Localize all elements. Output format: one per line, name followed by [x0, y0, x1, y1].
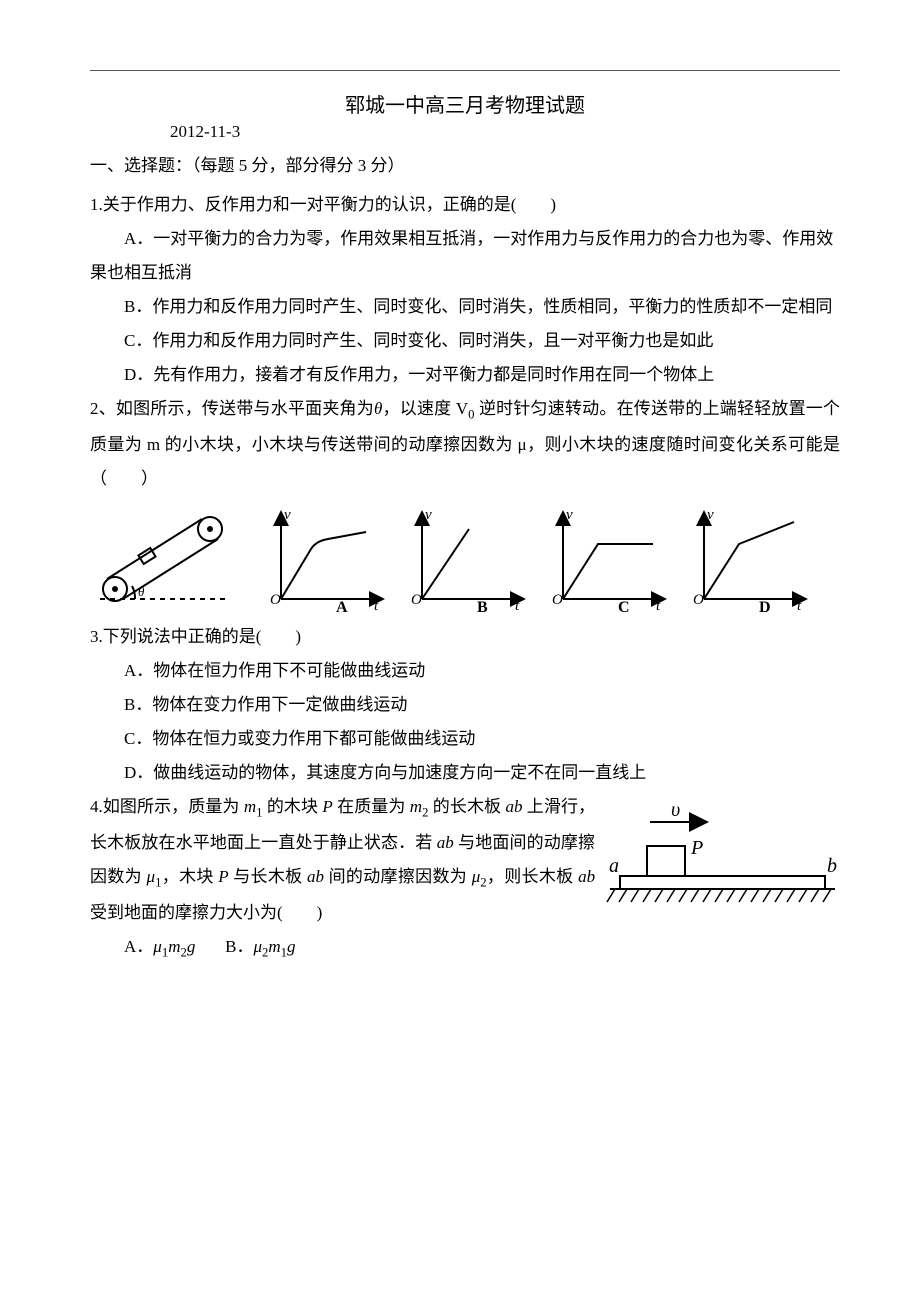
q1-option-a: A．一对平衡力的合力为零，作用效果相互抵消，一对作用力与反作用力的合力也为零、作… — [90, 222, 840, 290]
q4-txt: 与长木板 — [229, 867, 307, 886]
q4-txt: 的木块 — [262, 797, 322, 816]
svg-text:θ: θ — [138, 584, 145, 599]
q3-option-a: A．物体在恒力作用下不可能做曲线运动 — [90, 654, 840, 688]
q3-option-c: C．物体在恒力或变力作用下都可能做曲线运动 — [90, 722, 840, 756]
graph-b-label: B — [477, 599, 488, 614]
exam-page: 郓城一中高三月考物理试题 2012-11-3 一、选择题：（每题 5 分，部分得… — [0, 0, 920, 1302]
q1-option-b: B．作用力和反作用力同时产生、同时变化、同时消失，性质相同，平衡力的性质却不一定… — [90, 290, 840, 324]
svg-text:t: t — [374, 598, 379, 614]
graph-d-icon: O v t D — [679, 504, 814, 614]
q4-txt: 间的动摩擦因数为 — [324, 867, 472, 886]
q4-figure: υ P a b — [605, 794, 840, 919]
mu: μ — [253, 937, 262, 956]
plank-a-label: a — [609, 855, 619, 877]
svg-text:t: t — [515, 598, 520, 614]
svg-text:O: O — [270, 592, 281, 608]
svg-text:v: v — [566, 507, 573, 523]
q4-txt: 4.如图所示，质量为 — [90, 797, 244, 816]
q4-txt: ，木块 — [161, 867, 218, 886]
velocity-label: υ — [671, 799, 680, 821]
svg-text:v: v — [284, 507, 291, 523]
block-p-label: P — [690, 837, 703, 859]
svg-text:O: O — [552, 592, 563, 608]
block-on-plank-icon: υ P a b — [605, 794, 840, 914]
m: m — [268, 937, 280, 956]
q2-stem: 2、如图所示，传送带与水平面夹角为θ，以速度 V0 逆时针匀速转动。在传送带的上… — [90, 392, 840, 496]
graph-b-icon: O v t B — [397, 504, 532, 614]
graph-c-label: C — [618, 599, 630, 614]
mu: μ — [153, 937, 162, 956]
q3-option-b: B．物体在变力作用下一定做曲线运动 — [90, 688, 840, 722]
q1-option-c: C．作用力和反作用力同时产生、同时变化、同时消失，且一对平衡力也是如此 — [90, 324, 840, 358]
q1-option-d: D．先有作用力，接着才有反作用力，一对平衡力都是同时作用在同一个物体上 — [90, 358, 840, 392]
q2-stem-a: 2、如图所示，传送带与水平面夹角为 — [90, 399, 374, 418]
graph-a-icon: O v t A — [256, 504, 391, 614]
q4-a-pre: A． — [124, 937, 153, 956]
q4-txt: 的长木板 — [428, 797, 505, 816]
svg-text:O: O — [411, 592, 422, 608]
exam-date: 2012-11-3 — [170, 122, 840, 142]
q4-txt: 受到地面的摩擦力大小为( ) — [90, 903, 322, 922]
q3-option-d: D．做曲线运动的物体，其速度方向与加速度方向一定不在同一直线上 — [90, 756, 840, 790]
q2-figure-row: θ O v t A O v t B — [90, 504, 840, 614]
q3-stem: 3.下列说法中正确的是( ) — [90, 620, 840, 654]
q2-stem-b: ，以速度 V — [382, 399, 468, 418]
graph-a-label: A — [336, 599, 348, 614]
belt-diagram-icon: θ — [90, 504, 250, 614]
svg-text:t: t — [656, 598, 661, 614]
q4-txt: ，则长木板 — [487, 867, 578, 886]
graph-c-icon: O v t C — [538, 504, 673, 614]
q4-options-ab: A．μ1m2g B．μ2m1g — [90, 930, 840, 966]
q1-stem: 1.关于作用力、反作用力和一对平衡力的认识，正确的是( ) — [90, 188, 840, 222]
q4-b-pre: B． — [225, 937, 253, 956]
section-heading: 一、选择题：（每题 5 分，部分得分 3 分） — [90, 150, 840, 182]
svg-text:t: t — [797, 598, 802, 614]
q4-txt: 在质量为 — [333, 797, 410, 816]
m: m — [168, 937, 180, 956]
svg-text:v: v — [425, 507, 432, 523]
svg-text:O: O — [693, 592, 704, 608]
svg-text:v: v — [707, 507, 714, 523]
exam-title: 郓城一中高三月考物理试题 — [90, 89, 840, 118]
g: g — [187, 937, 196, 956]
graph-d-label: D — [759, 599, 771, 614]
plank-b-label: b — [827, 855, 837, 877]
g: g — [287, 937, 296, 956]
top-rule — [90, 70, 840, 71]
